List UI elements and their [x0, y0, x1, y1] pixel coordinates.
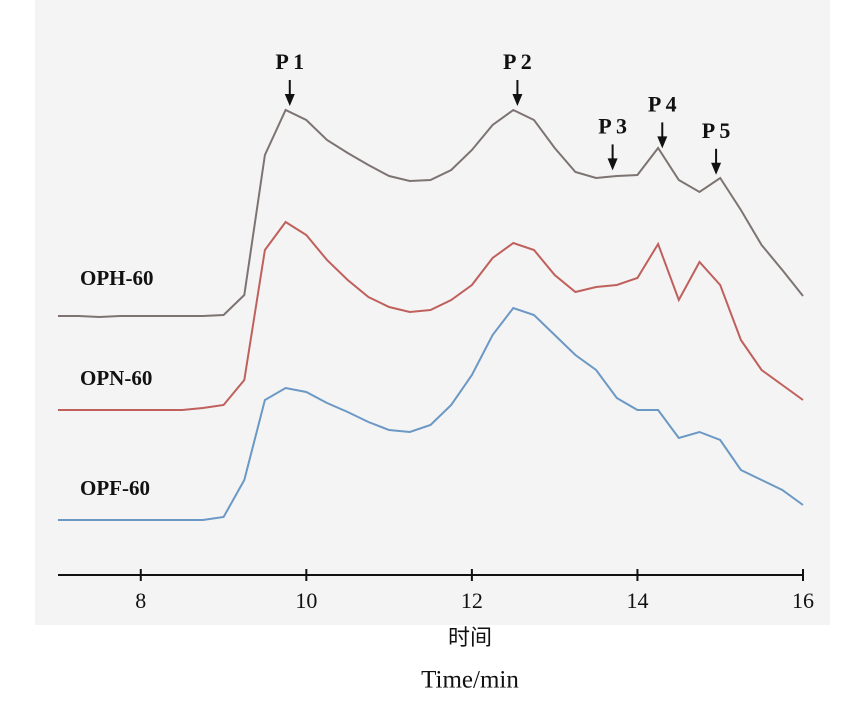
trace: [58, 108, 804, 319]
peak-label: P 2: [503, 49, 532, 74]
peak-arrowhead: [284, 94, 295, 106]
x-tick-label: 16: [792, 588, 814, 613]
trace: [58, 306, 804, 521]
x-tick-label: 14: [626, 588, 648, 613]
trace-label: OPF-60: [80, 476, 150, 500]
x-tick-label: 10: [295, 588, 317, 613]
peak-label: P 3: [598, 113, 627, 138]
peak-arrowhead: [657, 136, 668, 149]
peak-label: P 1: [275, 49, 304, 74]
peak-arrowhead: [512, 94, 523, 106]
x-tick-label: 12: [461, 588, 483, 613]
x-axis-label: 时间: [448, 625, 492, 650]
trace: [58, 220, 804, 411]
peak-label: P 5: [702, 118, 731, 143]
peak-label: P 4: [648, 91, 677, 116]
trace-label: OPN-60: [80, 366, 152, 390]
trace-label: OPH-60: [80, 266, 154, 290]
x-tick-label: 8: [135, 588, 146, 613]
peak-arrowhead: [711, 162, 722, 175]
peak-arrowhead: [607, 158, 618, 171]
x-axis-label-en: Time/min: [421, 667, 519, 694]
plot-background: [35, 0, 830, 625]
